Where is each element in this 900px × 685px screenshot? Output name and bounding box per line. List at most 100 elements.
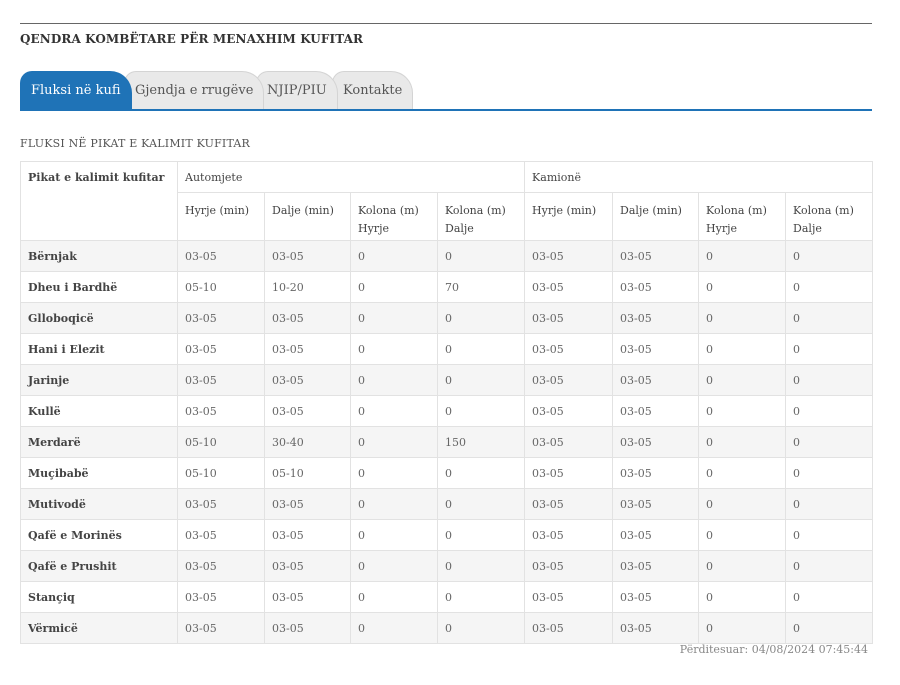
table-cell: 03-05 bbox=[177, 550, 265, 582]
table-cell: 03-05 bbox=[524, 240, 614, 272]
table-row: Kullë 03-05 03-05 0 0 03-05 03-05 0 0 bbox=[20, 395, 874, 427]
table-cell: 0 bbox=[436, 488, 526, 520]
tab-njip-piu[interactable]: NJIP/PIU bbox=[256, 71, 338, 109]
table-cell: 0 bbox=[698, 271, 787, 303]
table-cell: 0 bbox=[436, 550, 526, 582]
table-cell: 0 bbox=[436, 240, 526, 272]
tab-gjendja-e-rrugeve[interactable]: Gjendja e rrugëve bbox=[124, 71, 265, 109]
table-cell: 03-05 bbox=[612, 581, 700, 613]
tab-kontakte[interactable]: Kontakte bbox=[332, 71, 414, 109]
crossing-point-name: Dheu i Bardhë bbox=[20, 271, 178, 303]
crossing-point-name: Hani i Elezit bbox=[20, 333, 178, 365]
table-cell: 0 bbox=[350, 457, 438, 489]
crossing-point-name: Kullë bbox=[20, 395, 178, 427]
table-cell: 0 bbox=[350, 426, 438, 458]
table-cell: 03-05 bbox=[524, 333, 614, 365]
table-cell: 0 bbox=[350, 519, 438, 551]
table-cell: 10-20 bbox=[264, 271, 351, 303]
table-row: Stançiq 03-05 03-05 0 0 03-05 03-05 0 0 bbox=[20, 581, 874, 613]
table-row: Dheu i Bardhë 05-10 10-20 0 70 03-05 03-05 0 0 bbox=[20, 271, 874, 303]
table-cell: 03-05 bbox=[612, 240, 700, 272]
table-cell: 03-05 bbox=[177, 302, 265, 334]
table-cell: 0 bbox=[350, 271, 438, 303]
table-cell: 0 bbox=[350, 550, 438, 582]
table-cell: 0 bbox=[436, 395, 526, 427]
tab-bar: Kontakte NJIP/PIU Gjendja e rrugëve Fluk… bbox=[20, 71, 872, 111]
last-updated: Përditesuar: 04/08/2024 07:45:44 bbox=[679, 643, 868, 656]
table-cell: 0 bbox=[436, 364, 526, 396]
table-cell: 0 bbox=[698, 333, 787, 365]
table-cell: 0 bbox=[785, 426, 874, 458]
group-header-kamione: Kamionë bbox=[524, 161, 874, 193]
table-row: Bërnjak 03-05 03-05 0 0 03-05 03-05 0 0 bbox=[20, 240, 874, 272]
table-cell: 0 bbox=[698, 426, 787, 458]
table-cell: 0 bbox=[698, 457, 787, 489]
table-cell: 03-05 bbox=[524, 519, 614, 551]
table-cell: 0 bbox=[350, 488, 438, 520]
table-cell: 03-05 bbox=[177, 395, 265, 427]
table-cell: 0 bbox=[698, 519, 787, 551]
crossing-point-name: Stançiq bbox=[20, 581, 178, 613]
table-row: Qafë e Prushit 03-05 03-05 0 0 03-05 03-05 0 0 bbox=[20, 550, 874, 582]
table-row: Merdarë 05-10 30-40 0 150 03-05 03-05 0 0 bbox=[20, 426, 874, 458]
table-cell: 03-05 bbox=[612, 333, 700, 365]
table-cell: 0 bbox=[785, 364, 874, 396]
table-cell: 0 bbox=[698, 581, 787, 613]
table-cell: 03-05 bbox=[177, 364, 265, 396]
table-cell: 03-05 bbox=[612, 550, 700, 582]
table-cell: 03-05 bbox=[612, 488, 700, 520]
crossing-point-name: Jarinje bbox=[20, 364, 178, 396]
table-row: Glloboqicë 03-05 03-05 0 0 03-05 03-05 0 0 bbox=[20, 302, 874, 334]
site-title: QENDRA KOMBËTARE PËR MENAXHIM KUFITAR bbox=[20, 32, 364, 46]
crossing-point-name: Qafë e Prushit bbox=[20, 550, 178, 582]
table-cell: 0 bbox=[785, 581, 874, 613]
tab-fluksi-ne-kufi[interactable]: Fluksi në kufi bbox=[20, 71, 132, 109]
table-cell: 03-05 bbox=[524, 426, 614, 458]
table-row: Mutivodë 03-05 03-05 0 0 03-05 03-05 0 0 bbox=[20, 488, 874, 520]
table-cell: 0 bbox=[436, 302, 526, 334]
table-cell: 0 bbox=[350, 333, 438, 365]
table-cell: 0 bbox=[436, 581, 526, 613]
column-header: Dalje (min) bbox=[264, 192, 351, 241]
table-row: Jarinje 03-05 03-05 0 0 03-05 03-05 0 0 bbox=[20, 364, 874, 396]
table-cell: 03-05 bbox=[177, 519, 265, 551]
table-cell: 0 bbox=[785, 333, 874, 365]
table-cell: 0 bbox=[350, 364, 438, 396]
table-cell: 0 bbox=[785, 271, 874, 303]
table-cell: 03-05 bbox=[264, 395, 351, 427]
table-header-row: Pikat e kalimit kufitar Automjete Kamion… bbox=[20, 161, 874, 241]
table-cell: 0 bbox=[436, 519, 526, 551]
crossing-point-name: Glloboqicë bbox=[20, 302, 178, 334]
table-cell: 0 bbox=[785, 302, 874, 334]
table-cell: 03-05 bbox=[524, 488, 614, 520]
table-cell: 0 bbox=[698, 612, 787, 644]
table-cell: 0 bbox=[436, 333, 526, 365]
table-cell: 0 bbox=[698, 550, 787, 582]
table-row: Muçibabë 05-10 05-10 0 0 03-05 03-05 0 0 bbox=[20, 457, 874, 489]
column-header: Kolona (m) Dalje bbox=[436, 192, 526, 241]
table-cell: 03-05 bbox=[264, 240, 351, 272]
table-row: Qafë e Morinës 03-05 03-05 0 0 03-05 03-05 0 0 bbox=[20, 519, 874, 551]
table-cell: 05-10 bbox=[177, 426, 265, 458]
table-row: Vërmicë 03-05 03-05 0 0 03-05 03-05 0 0 bbox=[20, 612, 874, 644]
table-cell: 03-05 bbox=[524, 395, 614, 427]
column-header: Hyrje (min) bbox=[177, 192, 265, 241]
table-cell: 03-05 bbox=[177, 488, 265, 520]
table-cell: 0 bbox=[350, 302, 438, 334]
table-cell: 0 bbox=[350, 395, 438, 427]
table-cell: 03-05 bbox=[264, 488, 351, 520]
table-cell: 05-10 bbox=[264, 457, 351, 489]
table-cell: 03-05 bbox=[177, 581, 265, 613]
table-cell: 0 bbox=[785, 519, 874, 551]
table-cell: 0 bbox=[785, 457, 874, 489]
border-flux-table: Pikat e kalimit kufitar Automjete Kamion… bbox=[20, 161, 874, 644]
table-cell: 03-05 bbox=[612, 426, 700, 458]
table-cell: 03-05 bbox=[264, 364, 351, 396]
table-cell: 03-05 bbox=[612, 395, 700, 427]
table-cell: 03-05 bbox=[264, 519, 351, 551]
table-cell: 03-05 bbox=[612, 519, 700, 551]
table-cell: 0 bbox=[785, 395, 874, 427]
table-cell: 0 bbox=[698, 488, 787, 520]
table-cell: 0 bbox=[698, 302, 787, 334]
table-cell: 03-05 bbox=[524, 581, 614, 613]
